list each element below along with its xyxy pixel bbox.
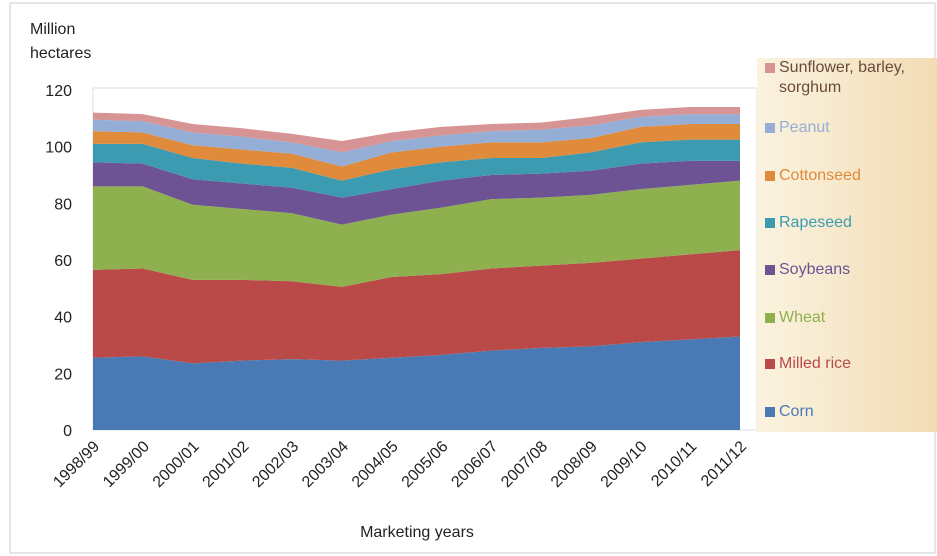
legend-label: Soybeans	[779, 261, 851, 278]
legend-label: Cottonseed	[779, 167, 861, 184]
y-tick-label: 60	[54, 253, 72, 270]
area	[93, 114, 740, 167]
legend-item: Corn	[765, 402, 937, 422]
y-tick-label: 40	[54, 310, 72, 327]
x-tick-label: 2010/11	[648, 438, 700, 490]
legend-label: Milled rice	[779, 355, 852, 372]
x-tick-label: 2000/01	[150, 438, 203, 491]
area	[93, 124, 740, 181]
y-tick-label: 80	[54, 196, 72, 213]
legend: Sunflower, barley, sorghum Peanut Cottonse…	[757, 58, 937, 432]
y-tick-label: 120	[45, 83, 72, 100]
x-tick-label: 2008/09	[548, 438, 601, 491]
area	[93, 139, 740, 198]
area	[93, 250, 740, 364]
legend-swatch	[765, 265, 775, 275]
x-tick-label: 2004/05	[349, 438, 402, 491]
x-tick-label: 2005/06	[399, 438, 452, 491]
y-tick-label: 20	[54, 366, 72, 383]
legend-swatch	[765, 359, 775, 369]
legend-item: Cottonseed	[765, 166, 937, 186]
legend-swatch	[765, 218, 775, 228]
x-tick-label: 2007/08	[498, 438, 551, 491]
x-tick-label: 2002/03	[249, 438, 302, 491]
legend-label: Peanut	[779, 119, 830, 136]
legend-item: Rapeseed	[765, 213, 937, 233]
y-axis-title: Million hectares	[30, 21, 92, 62]
legend-item: Peanut	[765, 118, 937, 138]
x-tick-label: 2001/02	[200, 438, 253, 491]
legend-item: Milled rice	[765, 354, 937, 374]
legend-swatch	[765, 63, 775, 73]
x-tick-label: 1999/00	[100, 438, 153, 491]
x-tick-label: 1998/99	[50, 438, 103, 491]
legend-swatch	[765, 171, 775, 181]
area	[93, 336, 740, 430]
legend-item: Wheat	[765, 308, 937, 328]
x-tick-label: 2009/10	[598, 438, 651, 491]
area	[93, 107, 740, 153]
legend-item: Soybeans	[765, 260, 937, 280]
legend-swatch	[765, 123, 775, 133]
legend-label: Wheat	[779, 309, 826, 326]
y-tick-label: 0	[63, 423, 72, 440]
legend-label: Rapeseed	[779, 214, 852, 231]
legend-swatch	[765, 407, 775, 417]
legend-swatch	[765, 313, 775, 323]
y-tick-label: 100	[45, 140, 72, 157]
x-tick-label: 2003/04	[299, 438, 352, 491]
x-tick-label: 2011/12	[698, 438, 750, 490]
x-tick-label: 2006/07	[448, 438, 501, 491]
legend-label: Corn	[779, 403, 814, 420]
legend-item: Sunflower, barley, sorghum	[765, 58, 937, 98]
area	[93, 180, 740, 287]
area	[93, 160, 740, 225]
legend-label: Sunflower, barley, sorghum	[779, 59, 905, 96]
x-axis-title: Marketing years	[360, 524, 474, 541]
